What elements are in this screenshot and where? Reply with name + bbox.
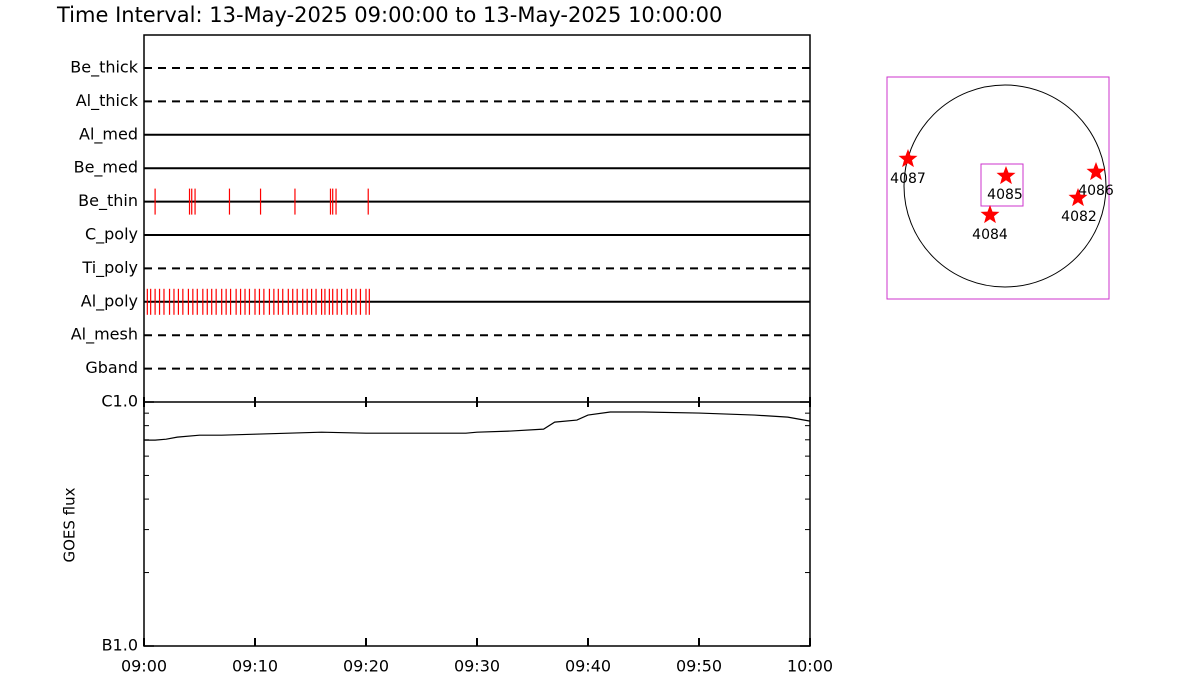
region-label: 4082 <box>1061 209 1097 225</box>
filter-label: Al_mesh <box>71 325 138 345</box>
title: Time Interval: 13-May-2025 09:00:00 to 1… <box>56 3 722 27</box>
region-label: 4087 <box>890 171 926 187</box>
x-tick-label: 09:50 <box>676 657 722 676</box>
y-axis-label: GOES flux <box>61 487 79 562</box>
plot-frame <box>143 34 811 647</box>
fov-box <box>980 163 1024 207</box>
region-star <box>898 149 918 168</box>
y-tick-label: C1.0 <box>101 392 138 411</box>
x-tick-label: 10:00 <box>787 657 833 676</box>
filter-label: Be_thick <box>70 58 138 78</box>
region-star <box>980 205 1000 224</box>
map-frame <box>886 76 1110 300</box>
filter-label: Be_thin <box>78 191 138 211</box>
x-tick-label: 09:30 <box>454 657 500 676</box>
y-tick-label: B1.0 <box>102 636 138 655</box>
x-tick-label: 09:20 <box>343 657 389 676</box>
region-label: 4085 <box>987 187 1023 203</box>
filter-label: Gband <box>85 358 138 377</box>
filter-label: Be_med <box>74 158 138 178</box>
filter-label: C_poly <box>85 225 138 245</box>
filter-label: Ti_poly <box>81 258 138 278</box>
solar-limb <box>903 84 1107 288</box>
goes-curve <box>144 411 811 441</box>
filter-label: Al_med <box>79 124 138 144</box>
filter-label: Al_thick <box>76 91 139 111</box>
region-star <box>1068 188 1088 207</box>
x-tick-label: 09:00 <box>121 657 167 676</box>
filter-label: Al_poly <box>81 291 138 311</box>
region-label: 4084 <box>972 227 1008 243</box>
x-tick-label: 09:40 <box>565 657 611 676</box>
region-star <box>996 166 1016 185</box>
x-tick-label: 09:10 <box>232 657 278 676</box>
region-star <box>1086 162 1106 181</box>
